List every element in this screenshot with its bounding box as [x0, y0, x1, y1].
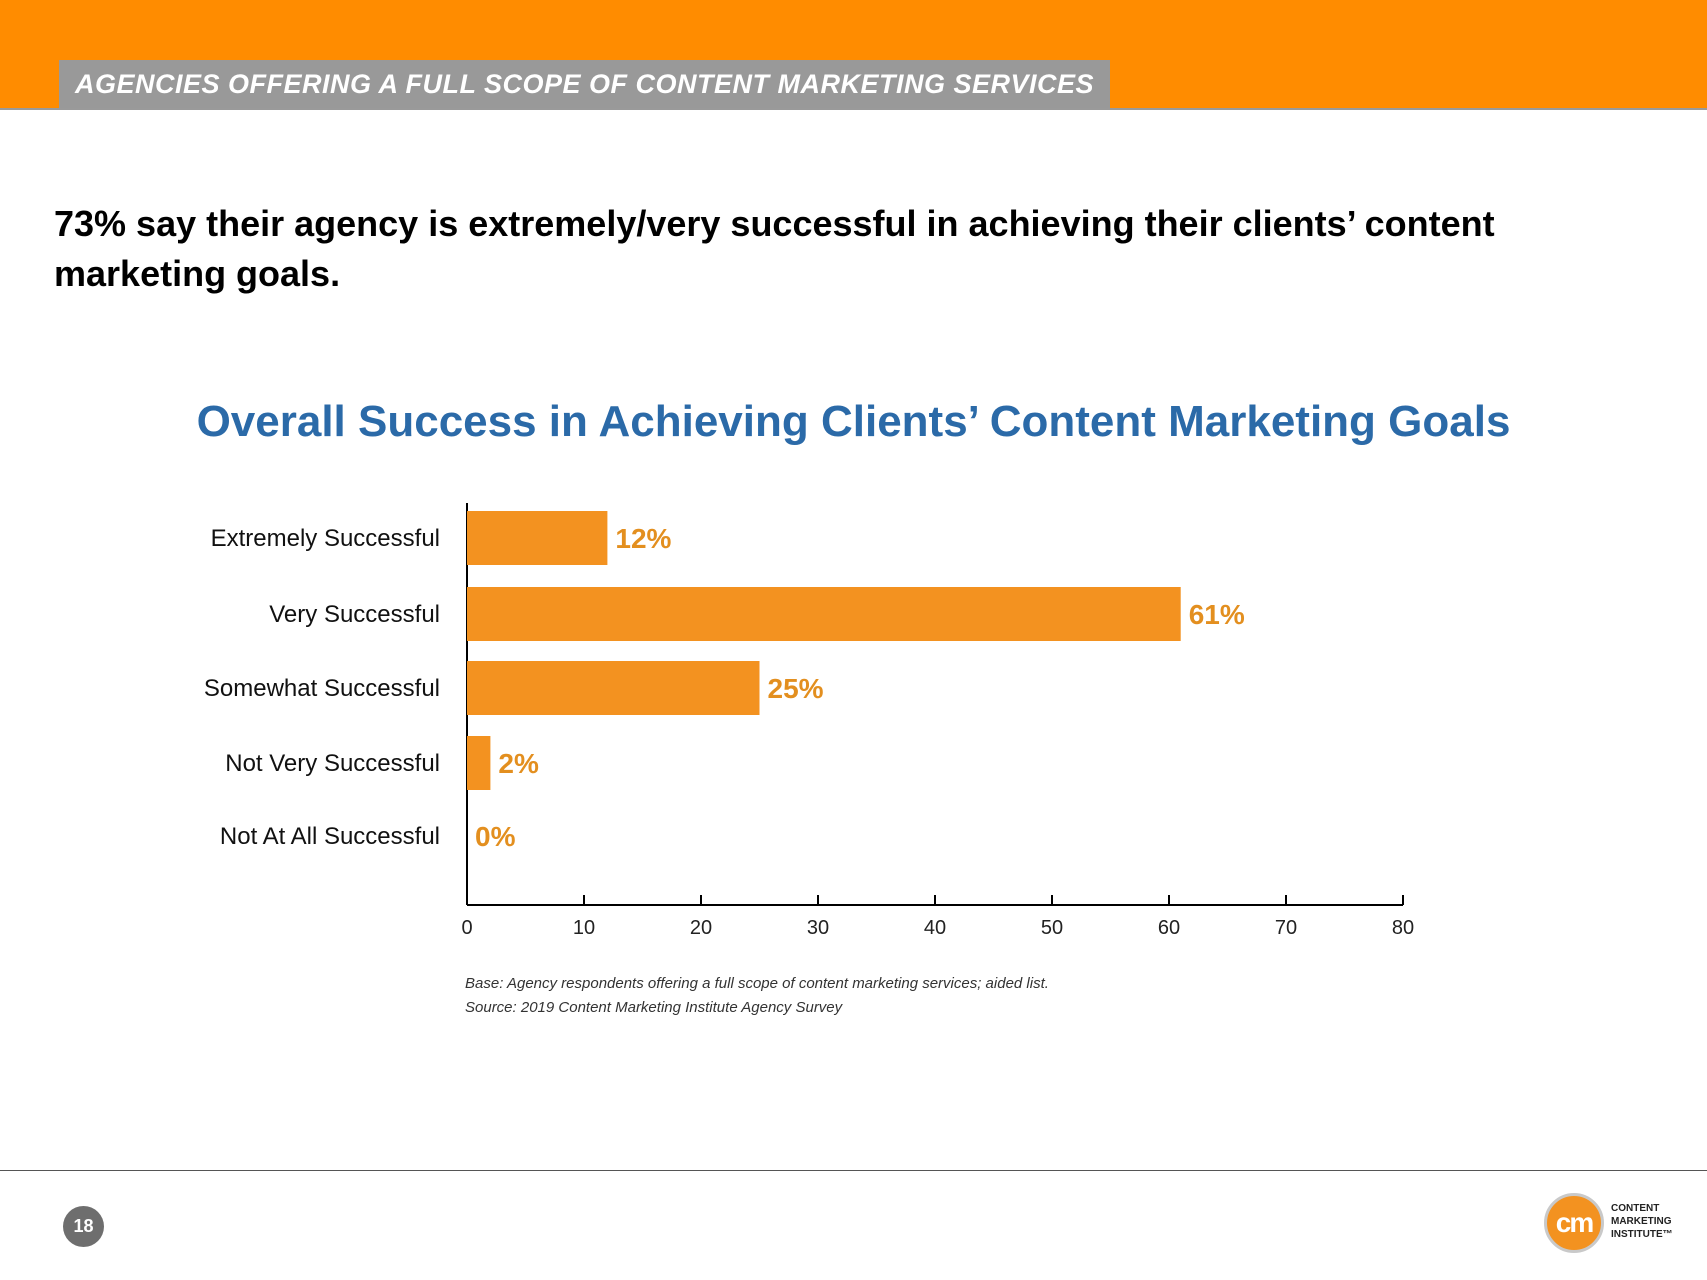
x-tick-label: 70: [1275, 917, 1297, 939]
logo-line: CONTENT: [1611, 1203, 1660, 1214]
category-label: Somewhat Successful: [204, 675, 440, 702]
category-label: Not At All Successful: [220, 823, 440, 850]
footer-divider: [0, 1170, 1707, 1171]
bar-value-label: 2%: [498, 748, 539, 779]
headline: 73% say their agency is extremely/very s…: [54, 203, 1495, 294]
logo-text: CONTENT MARKETING INSTITUTE™: [1611, 1202, 1673, 1241]
x-tick-label: 40: [924, 917, 946, 939]
x-tick-label: 20: [690, 917, 712, 939]
section-tab: AGENCIES OFFERING A FULL SCOPE OF CONTEN…: [59, 60, 1111, 108]
bar: [467, 661, 760, 715]
category-label: Extremely Successful: [211, 525, 440, 552]
chart-title: Overall Success in Achieving Clients’ Co…: [196, 397, 1511, 446]
bar: [467, 736, 491, 790]
logo-line: INSTITUTE™: [1611, 1229, 1673, 1240]
cmi-logo: cm CONTENT MARKETING INSTITUTE™: [1544, 1190, 1694, 1260]
bar: [467, 511, 608, 565]
x-tick-label: 10: [573, 917, 595, 939]
x-tick-label: 80: [1392, 917, 1414, 939]
section-title: AGENCIES OFFERING A FULL SCOPE OF CONTEN…: [75, 68, 1095, 99]
source-note: Source: 2019 Content Marketing Institute…: [465, 999, 843, 1016]
logo-line: MARKETING: [1611, 1216, 1672, 1227]
header-bar: AGENCIES OFFERING A FULL SCOPE OF CONTEN…: [0, 0, 1707, 110]
bar-value-label: 12%: [615, 523, 671, 554]
bar-value-label: 0%: [475, 821, 516, 852]
bar-value-label: 61%: [1189, 599, 1245, 630]
x-tick-label: 50: [1041, 917, 1063, 939]
logo-mark: cm: [1544, 1193, 1604, 1253]
category-label: Very Successful: [269, 601, 440, 628]
category-label: Not Very Successful: [225, 750, 440, 777]
x-tick-label: 30: [807, 917, 829, 939]
base-note: Base: Agency respondents offering a full…: [465, 975, 1049, 992]
bar-value-label: 25%: [768, 673, 824, 704]
page-number-badge: 18: [63, 1206, 104, 1247]
x-tick-label: 60: [1158, 917, 1180, 939]
bar: [467, 587, 1181, 641]
x-tick-label: 0: [461, 917, 472, 939]
